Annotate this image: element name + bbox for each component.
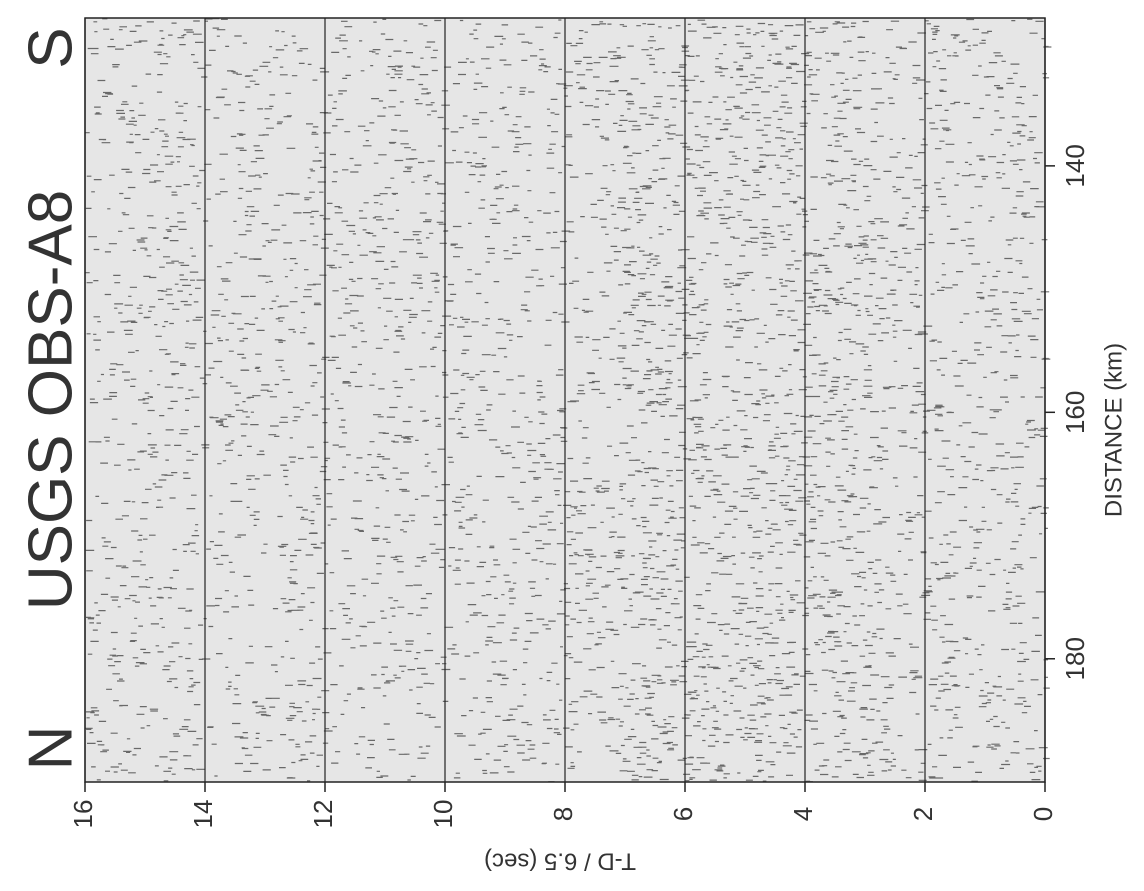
x-tick-label: 4 [788,807,818,821]
y-axis-label: DISTANCE (km) [1100,343,1127,517]
x-tick-label: 6 [668,807,698,821]
y-tick-label: 140 [1060,144,1090,187]
x-tick-label: 16 [68,800,98,829]
start-label: N [16,726,85,771]
x-tick-label: 10 [428,800,458,829]
x-tick-label: 12 [308,800,338,829]
y-tick-label: 160 [1060,391,1090,434]
x-tick-label: 0 [1028,807,1058,821]
x-axis-label: T-D / 6.5 (sec) [484,848,636,875]
y-tick-label: 180 [1060,637,1090,680]
chart-title: USGS OBS-A8 [16,190,85,610]
x-tick-label: 2 [908,807,938,821]
x-tick-label: 8 [548,807,578,821]
end-label: S [16,27,85,68]
seismic-traces [85,18,1052,783]
axes: 16 14 12 10 8 6 4 2 0 140 160 180 [68,17,1090,829]
trace-texture [85,18,1052,783]
x-tick-label: 14 [188,800,218,829]
plot-frame [84,17,1046,783]
